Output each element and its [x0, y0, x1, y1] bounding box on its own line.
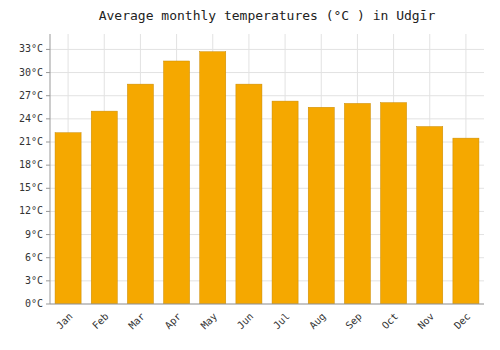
title: Average monthly temperatures (°C ) in Ud… [99, 8, 436, 23]
y-axis-line [50, 34, 51, 304]
y-tick-label: 3°C [25, 275, 43, 286]
grid [50, 34, 484, 304]
bars [55, 52, 479, 304]
y-tick [46, 95, 50, 96]
bar [272, 101, 298, 304]
bar [200, 52, 226, 304]
y-tick-label: 24°C [19, 113, 43, 124]
grid-line-y [50, 95, 484, 96]
grid-line-y [50, 49, 484, 50]
bar [91, 111, 117, 304]
grid-line-y [50, 304, 484, 305]
x-tick-label: Mar [126, 311, 147, 332]
x-tick-label: Oct [380, 311, 401, 332]
y-tick-label: 18°C [19, 159, 43, 170]
y-tick [46, 165, 50, 166]
y-tick-label: 12°C [19, 205, 43, 216]
x-tick-label: Nov [416, 311, 437, 332]
x-tick-label: Sep [343, 311, 364, 332]
x-tick-label: Dec [452, 311, 473, 332]
y-tick [46, 188, 50, 189]
bar [417, 127, 443, 304]
y-tick [46, 211, 50, 212]
x-tick-label: May [199, 311, 220, 332]
y-tick-label: 27°C [19, 90, 43, 101]
bar [453, 138, 479, 304]
y-tick-label: 30°C [19, 67, 43, 78]
chart-svg: 0°C 3°C 6°C 9°C 12°C 15°C 18°C 21°C 24°C 27°C 30°C… [0, 0, 500, 350]
y-tick-label: 0°C [25, 298, 43, 309]
y-tick [46, 234, 50, 235]
y-tick-label: 6°C [25, 252, 43, 263]
bar [381, 103, 407, 304]
y-tick [46, 72, 50, 73]
x-tick-label: Aug [307, 311, 328, 332]
bar [236, 84, 262, 304]
bar [55, 133, 81, 304]
y-tick [46, 304, 50, 305]
y-tick [46, 257, 50, 258]
chart-container: 0°C 3°C 6°C 9°C 12°C 15°C 18°C 21°C 24°C 27°C 30°C… [0, 0, 500, 350]
y-tick-label: 9°C [25, 229, 43, 240]
bar [127, 84, 153, 304]
y-tick-label: 15°C [19, 182, 43, 193]
y-tick [46, 280, 50, 281]
y-tick [46, 118, 50, 119]
x-tick-label: Jul [271, 311, 292, 332]
axes: 0°C 3°C 6°C 9°C 12°C 15°C 18°C 21°C 24°C 27°C 30°C… [19, 34, 484, 331]
y-tick [46, 49, 50, 50]
x-tick-label: Feb [90, 311, 111, 332]
x-axis-line [50, 304, 484, 305]
bar [308, 107, 334, 304]
x-tick-label: Jun [235, 311, 256, 332]
x-tick-label: Jan [54, 311, 75, 332]
grid-line-y [50, 72, 484, 73]
bar [344, 103, 370, 304]
x-tick-label: Apr [163, 311, 184, 332]
y-tick-label: 21°C [19, 136, 43, 147]
y-tick [46, 142, 50, 143]
bar [164, 61, 190, 304]
y-tick-label: 33°C [19, 43, 43, 54]
